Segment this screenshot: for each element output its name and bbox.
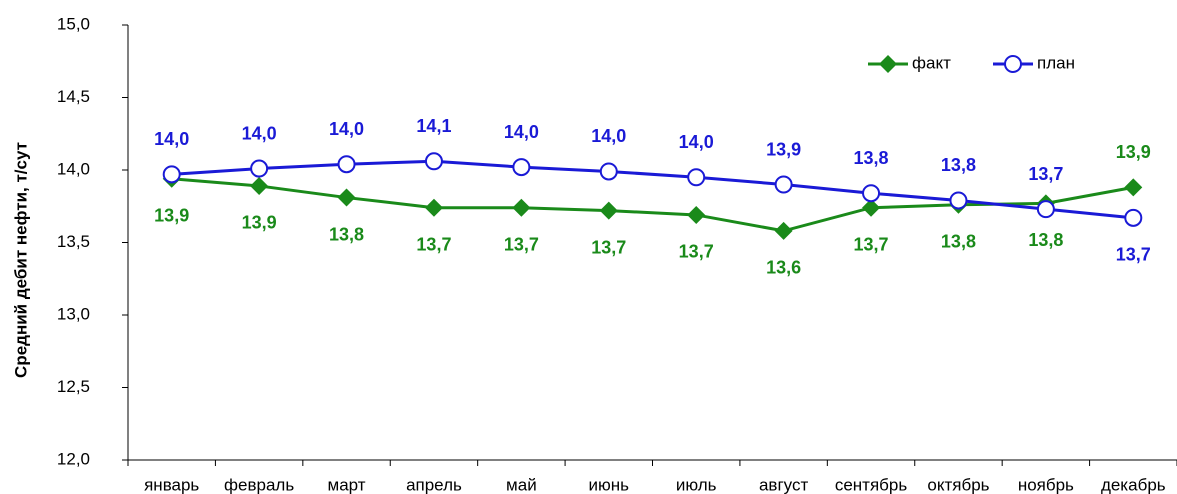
y-tick-label: 13,5 [57,232,90,251]
x-tick-label: июль [676,475,717,494]
y-tick-label: 14,5 [57,87,90,106]
point [949,191,968,210]
point [774,175,793,194]
y-tick-label: 14,0 [57,159,90,178]
point [162,165,181,184]
legend-label: план [1037,53,1075,72]
x-tick-label: февраль [224,475,294,494]
point [687,205,706,224]
value-label: 13,9 [1116,142,1151,162]
value-label: 13,7 [1116,245,1151,265]
point [862,184,881,203]
x-tick-label: сентябрь [835,475,908,494]
value-label: 13,8 [854,148,889,168]
point [337,188,356,207]
value-label: 14,0 [679,132,714,152]
value-label: 14,0 [591,126,626,146]
value-label: 13,8 [1028,230,1063,250]
value-label: 13,7 [854,234,889,254]
value-label: 13,7 [591,237,626,257]
x-tick-label: апрель [406,475,462,494]
value-label: 13,7 [416,234,451,254]
value-label: 13,7 [504,234,539,254]
point [424,152,443,171]
point [687,168,706,187]
x-tick-label: май [506,475,537,494]
point [599,162,618,181]
point [774,221,793,240]
legend-marker [1004,55,1022,73]
value-label: 13,6 [766,258,801,278]
point [599,201,618,220]
x-tick-label: март [328,475,366,494]
legend-marker [879,55,897,73]
point [1124,208,1143,227]
value-label: 14,0 [154,129,189,149]
value-label: 13,9 [154,205,189,225]
value-label: 14,1 [416,116,451,136]
x-tick-label: декабрь [1101,475,1166,494]
x-tick-label: январь [144,475,199,494]
point [424,198,443,217]
y-tick-label: 15,0 [57,14,90,33]
value-label: 13,7 [679,242,714,262]
y-tick-label: 13,0 [57,304,90,323]
x-tick-label: октябрь [927,475,989,494]
point [512,198,531,217]
point [1036,200,1055,219]
point [250,176,269,195]
value-label: 13,8 [329,224,364,244]
value-label: 14,0 [242,123,277,143]
x-tick-label: август [759,475,808,494]
line [171,159,1134,220]
y-tick-label: 12,5 [57,377,90,396]
value-label: 14,0 [504,122,539,142]
value-label: 14,0 [329,119,364,139]
point [337,155,356,174]
x-tick-label: ноябрь [1018,475,1074,494]
y-axis-label: Средний дебит нефти, т/сут [11,142,30,378]
value-label: 13,9 [242,213,277,233]
value-label: 13,8 [941,155,976,175]
point [862,198,881,217]
legend-label: факт [912,53,951,72]
x-tick-label: июнь [589,475,630,494]
value-label: 13,8 [941,232,976,252]
line [171,177,1134,233]
point [1124,178,1143,197]
value-label: 13,9 [766,139,801,159]
y-tick-label: 12,0 [57,449,90,468]
point [250,159,269,178]
value-label: 13,7 [1028,164,1063,184]
point [512,158,531,177]
